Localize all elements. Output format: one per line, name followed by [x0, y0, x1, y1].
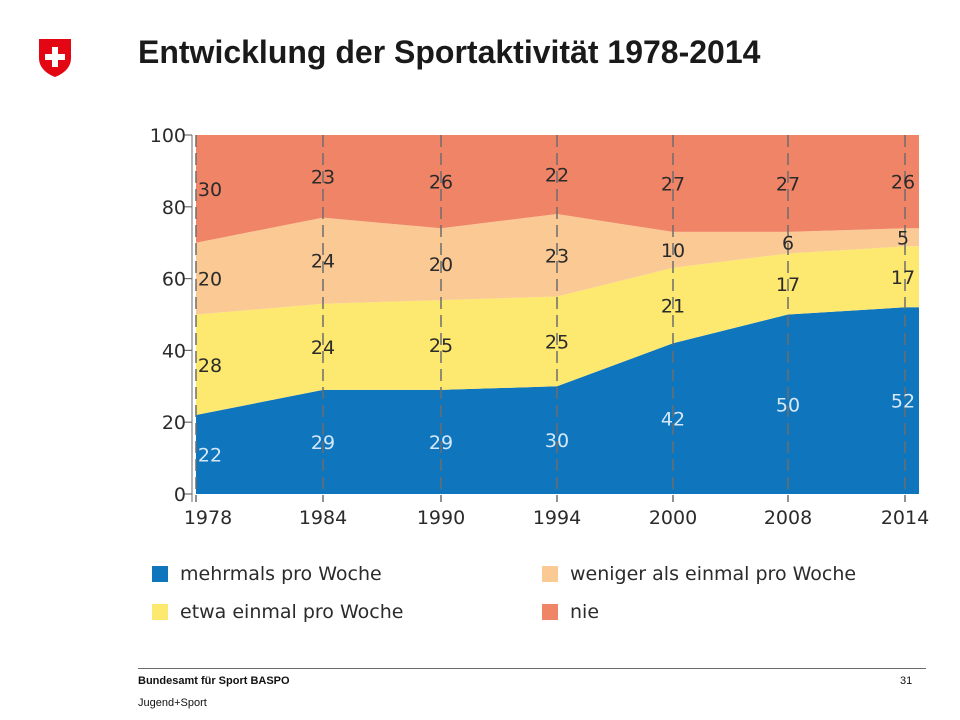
x-tick-label: 1978: [184, 507, 232, 529]
legend-item-etwa-einmal: etwa einmal pro Woche: [152, 598, 403, 626]
data-label: 10: [661, 240, 685, 262]
legend-label: mehrmals pro Woche: [180, 563, 382, 585]
swiss-cross-icon: [39, 39, 71, 77]
data-label: 26: [429, 172, 453, 194]
legend-label: nie: [570, 601, 600, 623]
legend-swatch: [152, 604, 168, 620]
chart-legend: mehrmals pro Woche weniger als einmal pr…: [152, 556, 872, 636]
data-label: 25: [429, 335, 453, 357]
x-tick-label: 2000: [649, 507, 697, 529]
data-label: 30: [545, 430, 569, 452]
data-label: 52: [891, 391, 915, 413]
y-tick-label: 20: [162, 412, 186, 434]
data-label: 17: [891, 267, 915, 289]
legend-item-mehrmals: mehrmals pro Woche: [152, 560, 382, 588]
data-label: 24: [311, 337, 335, 359]
data-label: 6: [782, 233, 794, 255]
x-tick-label: 1994: [533, 507, 581, 529]
data-label: 22: [545, 164, 569, 186]
data-label: 23: [311, 166, 335, 188]
data-label: 20: [198, 269, 222, 291]
x-tick-label: 2014: [881, 507, 929, 529]
y-tick-label: 0: [174, 484, 186, 506]
footer-divider: [138, 668, 926, 669]
data-label: 24: [311, 251, 335, 273]
stacked-area-chart: 0 20 40 60 80 100 1978 1984 1990 1994 2000 2008 2014…: [150, 125, 929, 529]
data-label: 29: [311, 432, 335, 454]
area-series-2: [196, 246, 919, 415]
y-tick-label: 60: [162, 269, 186, 291]
y-tick-label: 40: [162, 340, 186, 362]
data-label: 25: [545, 331, 569, 353]
y-tick-label: 100: [150, 125, 186, 147]
page-number: 31: [900, 675, 913, 687]
x-tick-label: 2008: [764, 507, 812, 529]
y-tick-label: 80: [162, 197, 186, 219]
data-label: 28: [198, 355, 222, 377]
legend-swatch: [542, 604, 558, 620]
legend-swatch: [542, 566, 558, 582]
data-label: 23: [545, 245, 569, 267]
footer-program: Jugend+Sport: [138, 697, 207, 709]
data-label: 5: [897, 227, 909, 249]
data-label: 21: [661, 296, 685, 318]
legend-label: etwa einmal pro Woche: [180, 601, 404, 623]
area-series-1: [196, 307, 919, 494]
x-tick-label: 1984: [299, 507, 347, 529]
data-label: 22: [198, 445, 222, 467]
page-title: Entwicklung der Sportaktivität 1978-2014: [138, 34, 761, 70]
data-label: 17: [776, 274, 800, 296]
legend-item-weniger: weniger als einmal pro Woche: [542, 560, 856, 588]
data-label: 42: [661, 409, 685, 431]
data-label: 20: [429, 254, 453, 276]
data-label: 50: [776, 394, 800, 416]
data-label: 29: [429, 432, 453, 454]
data-label: 27: [776, 173, 800, 195]
data-label: 26: [891, 172, 915, 194]
legend-label: weniger als einmal pro Woche: [570, 563, 857, 585]
footer-organization: Bundesamt für Sport BASPO: [138, 675, 290, 687]
legend-swatch: [152, 566, 168, 582]
data-label: 27: [661, 173, 685, 195]
x-tick-label: 1990: [417, 507, 465, 529]
area-series-4: [196, 135, 919, 243]
data-label: 30: [198, 179, 222, 201]
legend-item-nie: nie: [542, 598, 599, 626]
